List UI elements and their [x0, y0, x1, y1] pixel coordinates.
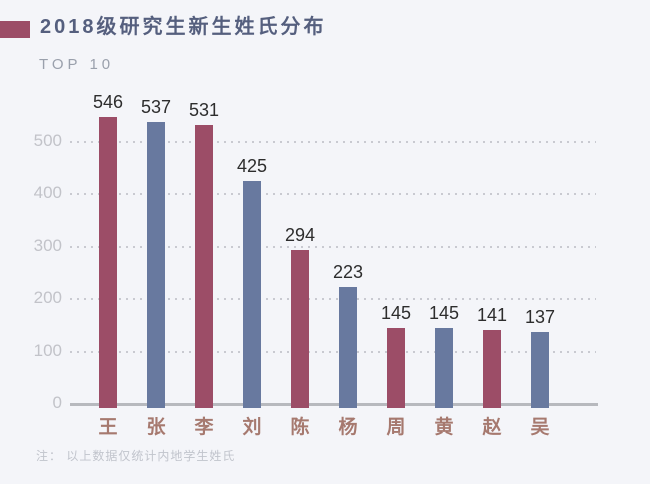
value-label-吴: 137 — [524, 307, 556, 328]
bar-陈 — [291, 249, 309, 408]
y-axis-tick-500: 500 — [33, 130, 62, 150]
x-axis-label-周: 周 — [386, 417, 406, 438]
x-axis-label-杨: 杨 — [338, 417, 358, 438]
x-axis-label-吴: 吴 — [530, 417, 550, 438]
y-axis-tick-400: 400 — [33, 183, 62, 202]
bar-周 — [387, 327, 405, 408]
chart-subtitle: TOP 10 — [39, 56, 115, 73]
value-label-王: 546 — [92, 92, 124, 113]
gridline-200 — [70, 298, 596, 300]
bar-李 — [195, 125, 213, 408]
chart-title: 2018级研究生新生姓氏分布 — [40, 16, 327, 38]
bar-吴 — [531, 332, 549, 408]
value-label-李: 531 — [188, 100, 220, 121]
x-axis-label-赵: 赵 — [482, 417, 502, 438]
value-label-杨: 223 — [332, 261, 364, 282]
value-label-陈: 294 — [284, 224, 316, 245]
x-axis-line — [70, 403, 598, 406]
x-axis-label-黄: 黄 — [434, 417, 454, 438]
value-label-黄: 145 — [428, 302, 460, 323]
bar-chart: 500 400 300 200 100 0 546 王 537 张 531 李 425 刘 294 陈 223 杨… — [0, 88, 650, 448]
y-axis-tick-100: 100 — [33, 340, 62, 360]
y-axis-tick-200: 200 — [33, 288, 62, 307]
gridline-500 — [70, 140, 596, 143]
bar-黄 — [435, 327, 453, 408]
bar-刘 — [243, 180, 261, 408]
value-label-张: 537 — [140, 97, 172, 118]
bar-杨 — [339, 286, 357, 408]
gridline-100 — [70, 350, 596, 353]
gridline-400 — [70, 193, 596, 195]
title-marker-swatch — [0, 21, 30, 38]
footnote: 注： 以上数据仅统计内地学生姓氏 — [36, 449, 236, 463]
bar-张 — [147, 122, 165, 408]
bar-王 — [99, 117, 117, 408]
y-axis-tick-0: 0 — [52, 393, 62, 412]
x-axis-label-刘: 刘 — [242, 417, 262, 438]
gridline-300 — [70, 245, 596, 248]
x-axis-label-陈: 陈 — [290, 417, 310, 438]
value-label-刘: 425 — [236, 155, 268, 176]
bar-赵 — [483, 329, 501, 408]
y-axis-tick-300: 300 — [33, 235, 62, 255]
x-axis-label-张: 张 — [146, 417, 166, 438]
value-label-周: 145 — [380, 302, 412, 323]
x-axis-label-王: 王 — [98, 417, 118, 438]
value-label-赵: 141 — [476, 304, 508, 325]
x-axis-label-李: 李 — [194, 417, 214, 438]
